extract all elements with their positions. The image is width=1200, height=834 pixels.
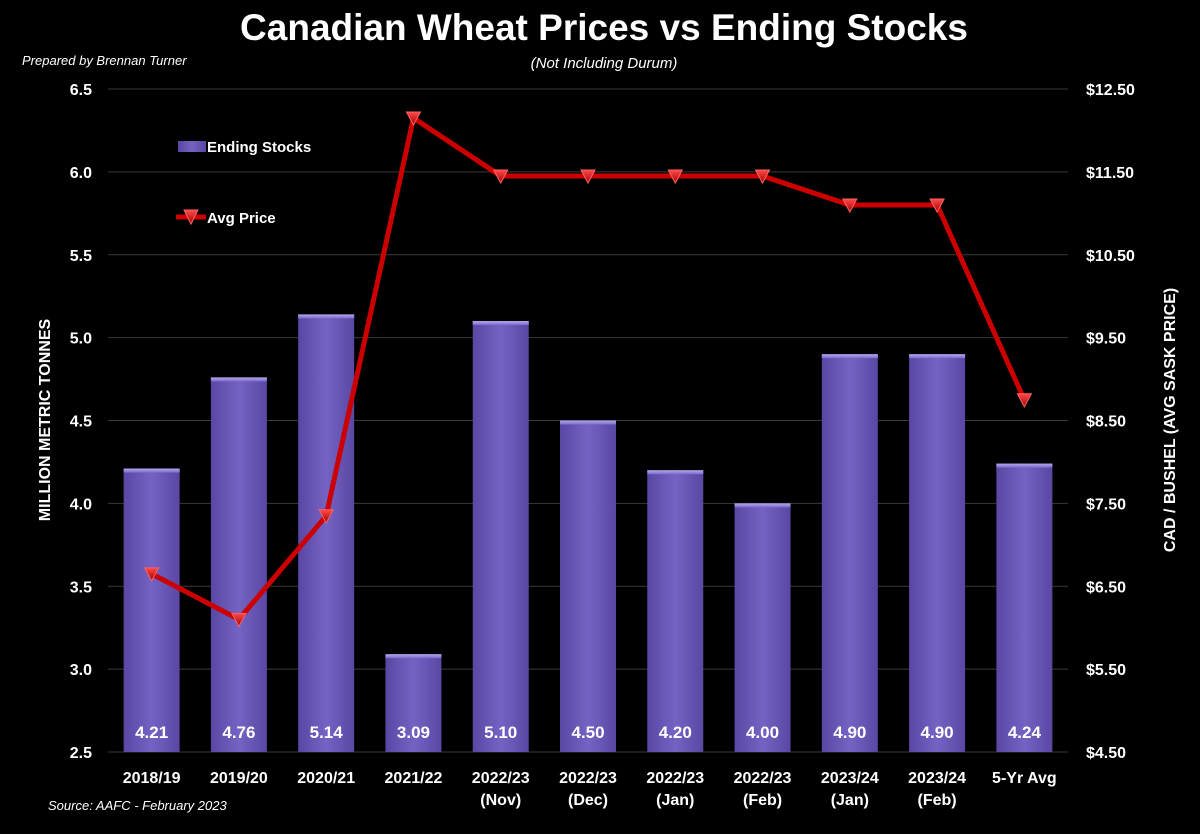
y-right-tick-label: $8.50 [1086, 414, 1126, 431]
bar-data-label: 3.09 [397, 723, 430, 742]
x-tick-label: 2022/23 [646, 770, 704, 787]
bar-data-label: 4.00 [746, 723, 779, 742]
x-tick-label: (Feb) [743, 792, 782, 809]
legend-label-avg-price: Avg Price [207, 210, 276, 227]
bar [472, 321, 529, 752]
price-marker [405, 111, 422, 127]
y-right-tick-label: $7.50 [1086, 496, 1126, 513]
x-tick-label: 2022/23 [559, 770, 617, 787]
credit-text: Prepared by Brennan Turner [22, 53, 187, 68]
y-right-tick-label: $5.50 [1086, 662, 1126, 679]
y-left-axis-title: MILLION METRIC TONNES [37, 318, 54, 521]
x-tick-label: (Nov) [480, 792, 521, 809]
x-tick-label: 2023/24 [821, 770, 879, 787]
bar-data-label: 4.21 [135, 723, 168, 742]
x-tick-label: (Dec) [568, 792, 608, 809]
bar [298, 314, 355, 752]
bar-highlight [472, 321, 529, 326]
y-right-axis: $4.50 $5.50 $6.50 $7.50 $8.50 $9.50 $10.50 $11.… [1086, 82, 1135, 762]
price-marker [492, 169, 509, 185]
bar [560, 420, 616, 752]
x-tick-label: (Feb) [918, 792, 957, 809]
x-axis: 2018/19 2019/20 2020/21 2021/22 2022/23 (Nov)… [123, 770, 1057, 809]
y-right-tick-label: $10.50 [1086, 248, 1135, 265]
y-left-axis: 2.5 3.0 3.5 4.0 4.5 5.0 5.5 6.0 6.5 [70, 82, 92, 762]
price-marker [318, 509, 335, 524]
price-marker [1016, 393, 1033, 408]
y-right-tick-label: $11.50 [1086, 165, 1134, 182]
bar-data-label: 4.90 [921, 723, 954, 742]
x-tick-label: 2022/23 [734, 770, 792, 787]
bar-highlight [560, 420, 616, 425]
bar-data-label: 5.10 [484, 723, 517, 742]
x-tick-label: (Jan) [831, 792, 869, 809]
y-right-tick-label: $4.50 [1086, 745, 1126, 762]
y-right-tick-label: $12.50 [1086, 82, 1135, 99]
bar [210, 377, 267, 752]
x-tick-label: 2023/24 [908, 770, 966, 787]
y-left-tick-label: 3.5 [70, 579, 92, 596]
bar-data-label: 4.90 [833, 723, 866, 742]
legend-label-ending-stocks: Ending Stocks [207, 139, 311, 156]
bar-highlight [647, 470, 704, 475]
y-left-tick-label: 5.0 [70, 331, 92, 348]
x-tick-label: (Jan) [656, 792, 694, 809]
bar [647, 470, 704, 752]
chart-title: Canadian Wheat Prices vs Ending Stocks [240, 7, 968, 48]
x-tick-label: 5-Yr Avg [992, 770, 1057, 787]
y-right-tick-label: $9.50 [1086, 331, 1126, 348]
bar-highlight [821, 354, 878, 359]
legend-swatch-ending-stocks [178, 141, 206, 152]
bar-highlight [298, 314, 355, 319]
price-marker [841, 198, 858, 214]
bar-data-label: 4.20 [659, 723, 692, 742]
chart-subtitle: (Not Including Durum) [531, 55, 678, 72]
bar-highlight [123, 468, 180, 473]
source-text: Source: AAFC - February 2023 [48, 798, 227, 813]
x-tick-label: 2018/19 [123, 770, 181, 787]
y-left-tick-label: 2.5 [70, 745, 92, 762]
x-tick-label: 2020/21 [297, 770, 355, 787]
line-series-avg-price [143, 111, 1033, 628]
legend-item-avg-price: Avg Price [176, 209, 276, 227]
y-left-tick-label: 6.0 [70, 165, 92, 182]
bar [821, 354, 878, 752]
x-tick-label: 2019/20 [210, 770, 268, 787]
y-left-tick-label: 5.5 [70, 248, 92, 265]
bar-data-label: 4.24 [1008, 723, 1042, 742]
price-marker [580, 169, 596, 185]
bar-data-labels: 4.21 4.76 5.14 3.09 5.10 4.50 4.20 4.00 4.90 4.90… [135, 723, 1041, 742]
price-marker [667, 169, 684, 185]
y-left-tick-label: 6.5 [70, 82, 92, 99]
price-marker [754, 169, 771, 185]
y-right-tick-label: $6.50 [1086, 579, 1126, 596]
bar-data-label: 5.14 [310, 723, 344, 742]
legend: Ending Stocks Avg Price [176, 139, 311, 227]
bar-highlight [996, 463, 1053, 468]
bar-highlight [909, 354, 966, 359]
y-right-axis-title: CAD / BUSHEL (AVG SASK PRICE) [1162, 288, 1179, 552]
bar-highlight [210, 377, 267, 382]
bar-series-ending-stocks [123, 314, 1053, 752]
price-marker [929, 198, 945, 214]
bar [909, 354, 966, 752]
bar [734, 503, 791, 752]
y-left-tick-label: 4.5 [70, 414, 92, 431]
bar [385, 654, 442, 752]
bar [123, 468, 180, 752]
legend-marker-avg-price [183, 209, 199, 226]
x-tick-label: 2022/23 [472, 770, 530, 787]
legend-item-ending-stocks: Ending Stocks [178, 139, 311, 156]
bar-data-label: 4.50 [571, 723, 604, 742]
bar-highlight [734, 503, 791, 508]
y-left-tick-label: 4.0 [70, 496, 92, 513]
bar-data-label: 4.76 [222, 723, 255, 742]
y-left-tick-label: 3.0 [70, 662, 92, 679]
bar [996, 463, 1053, 752]
x-tick-label: 2021/22 [385, 770, 443, 787]
bar-highlight [385, 654, 442, 659]
price-marker [143, 567, 160, 582]
price-marker [231, 612, 247, 628]
